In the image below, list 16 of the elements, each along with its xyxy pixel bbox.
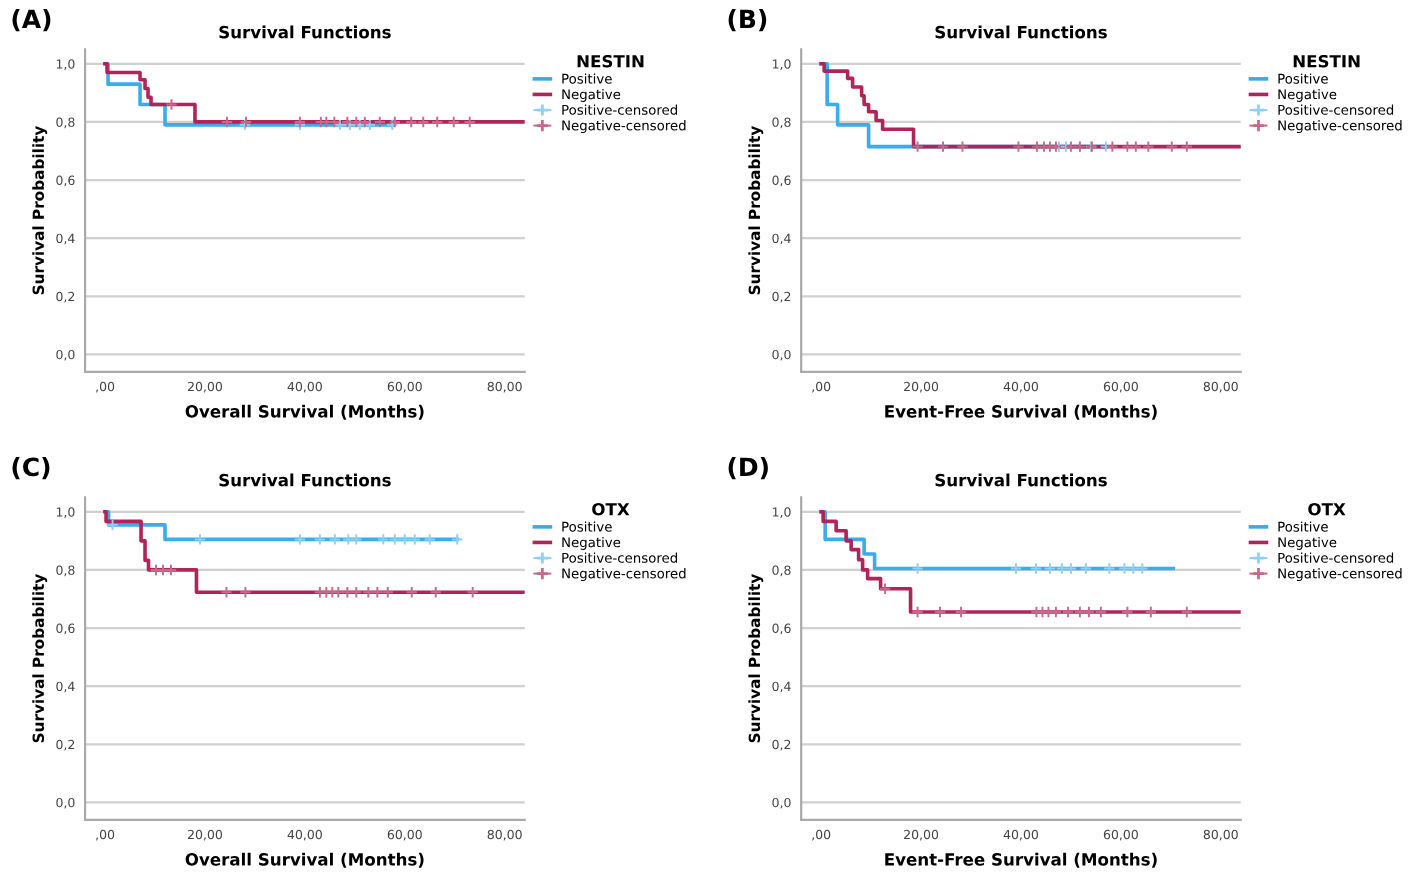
x-axis-title: Event-Free Survival (Months) [885, 404, 1157, 420]
legend-title: NESTIN [1293, 54, 1360, 68]
text: (D) [728, 456, 768, 480]
text: (B) [728, 8, 767, 32]
legend-title: OTX [1308, 502, 1346, 516]
legend-title: NESTIN [577, 54, 644, 68]
chart-title: Survival Functions [219, 473, 391, 487]
chart-title: Survival Functions [935, 473, 1107, 487]
chart-title: Survival Functions [935, 25, 1107, 39]
x-axis-title: Overall Survival (Months) [185, 404, 424, 420]
chart-title: Survival Functions [219, 25, 391, 39]
x-axis-title: Overall Survival (Months) [185, 852, 424, 868]
x-axis-title: Event-Free Survival (Months) [885, 852, 1157, 868]
text: (C) [12, 456, 50, 480]
text: (A) [12, 8, 51, 32]
legend-title: OTX [592, 502, 630, 516]
